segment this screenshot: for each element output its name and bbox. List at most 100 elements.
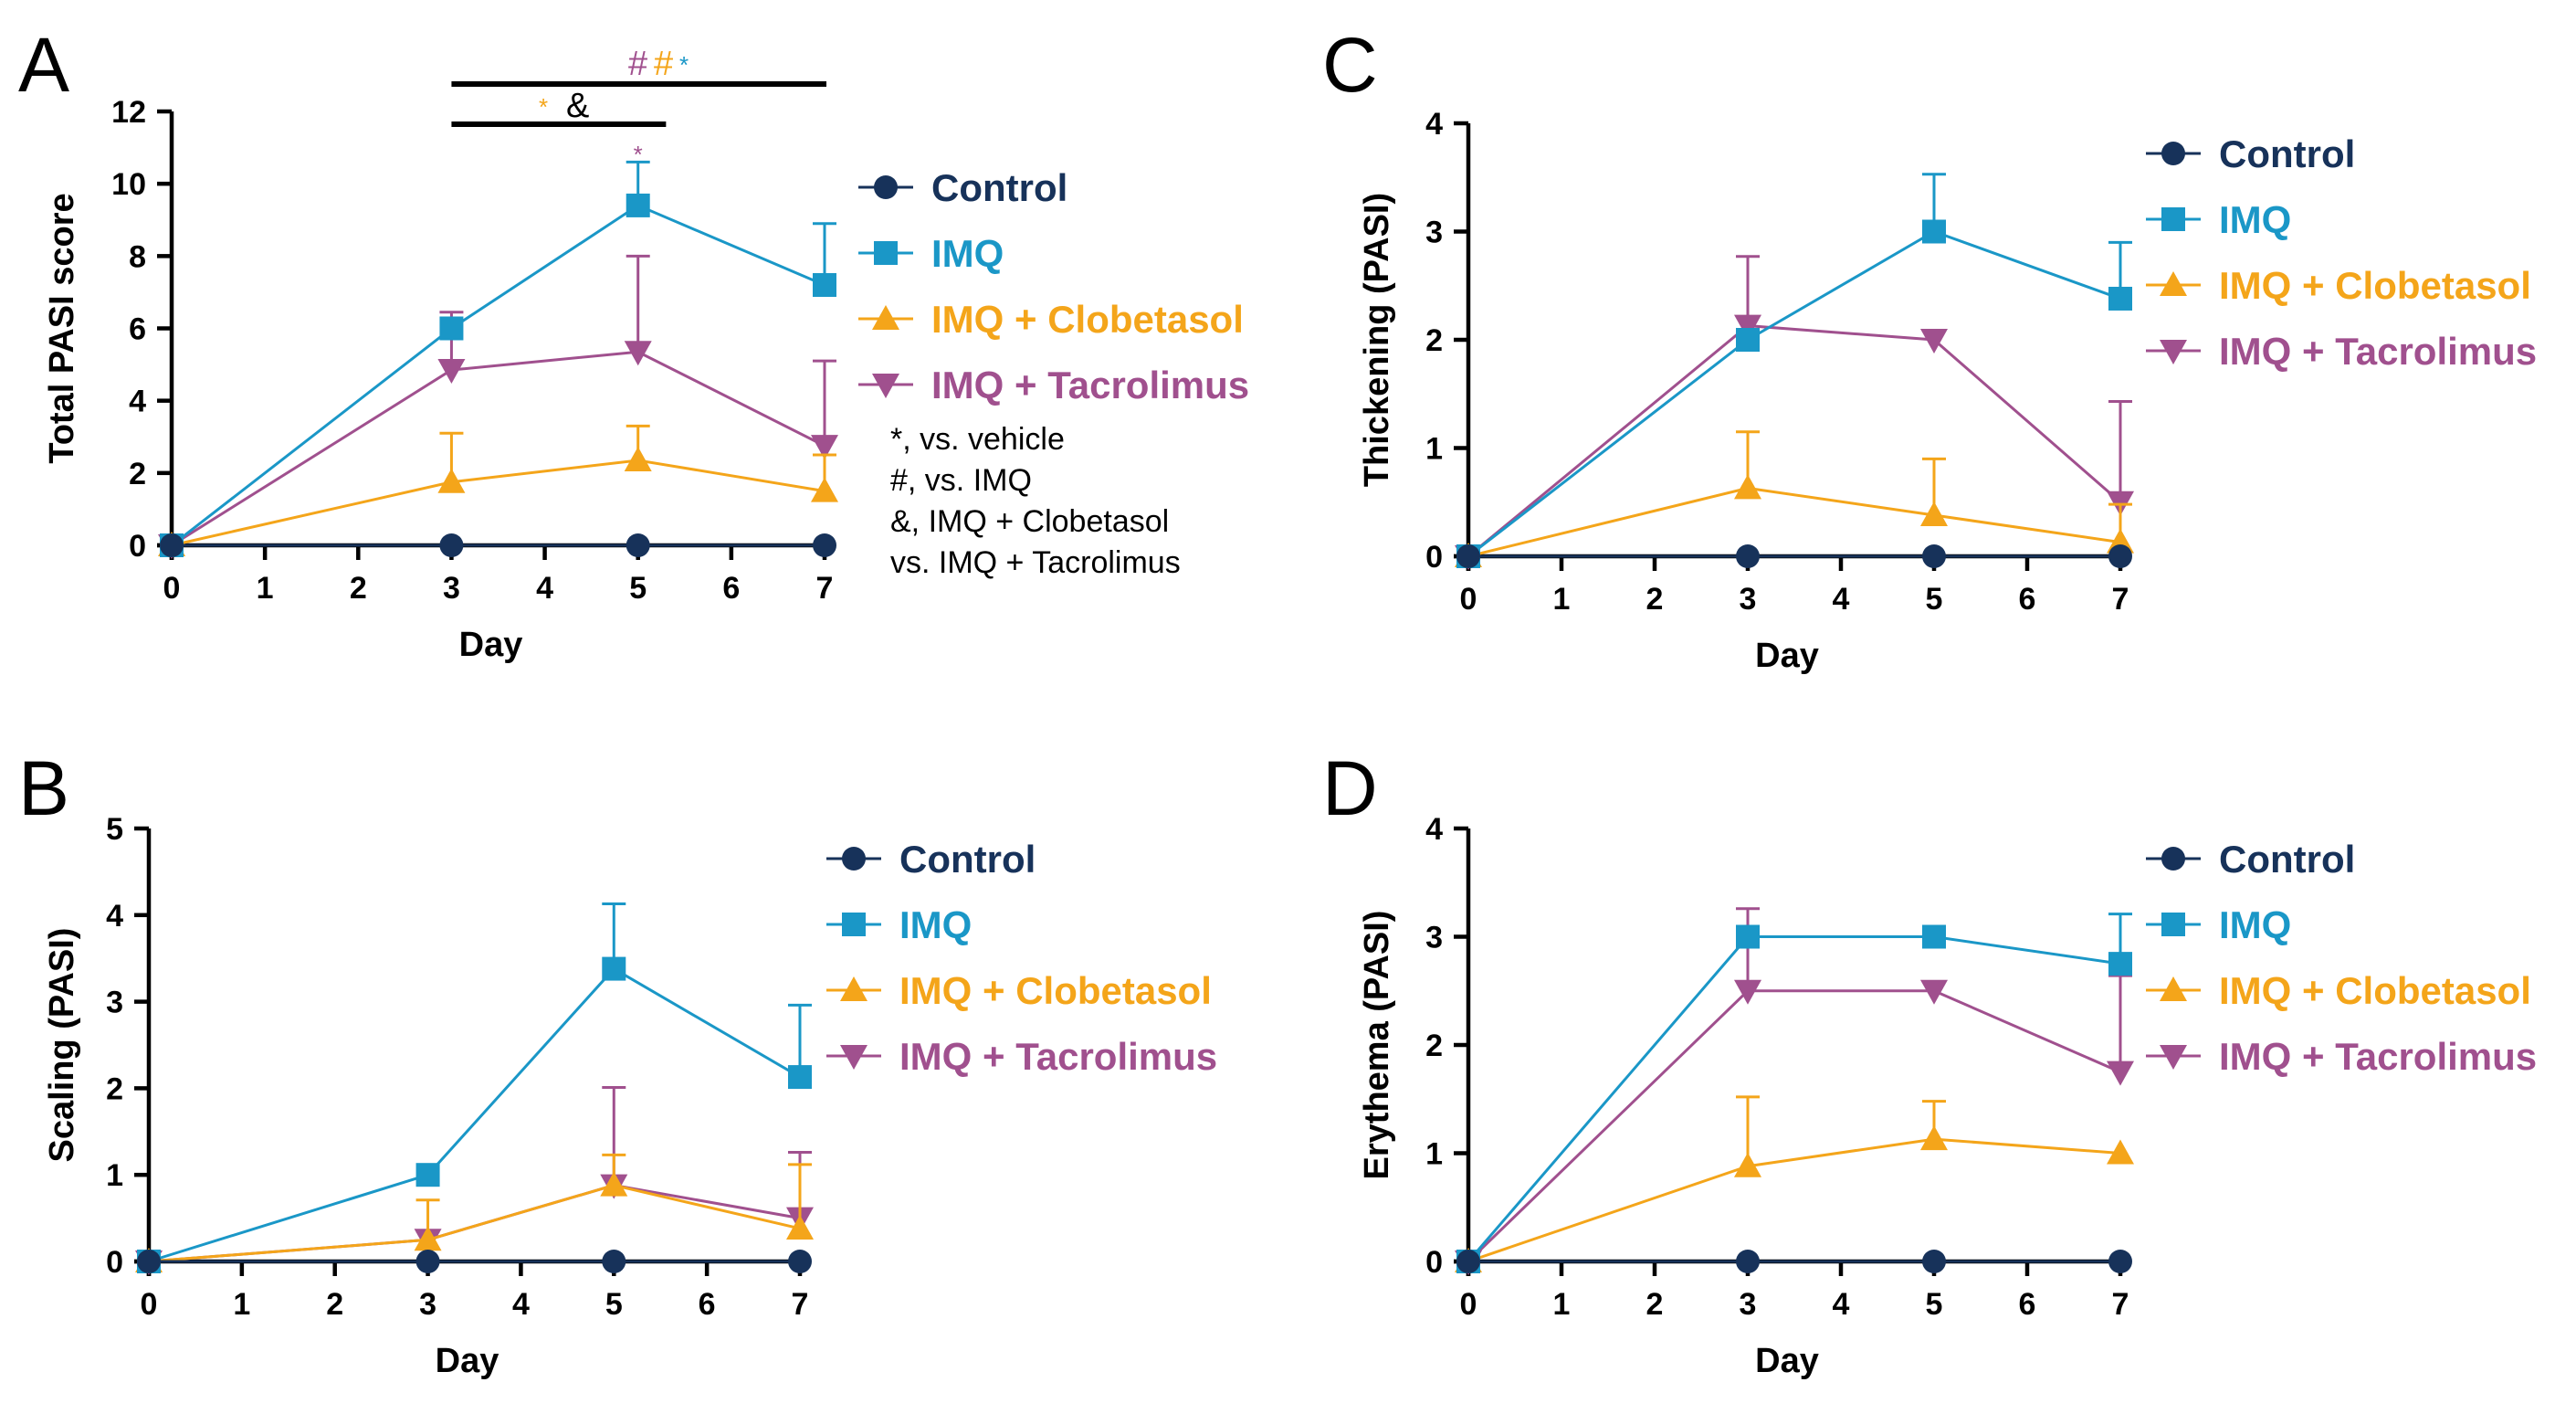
x-tick-label-c-1: 1 [1553, 582, 1571, 617]
data-point-c-imq-day-7 [2108, 286, 2132, 311]
data-point-d-imq-tacrolimus-day-7 [2107, 1060, 2134, 1086]
series-b-imq-tacrolimus [135, 1085, 814, 1275]
data-point-b-imq-clobetasol-day-7 [786, 1214, 814, 1240]
series-d-imq-tacrolimus [1455, 907, 2134, 1275]
data-point-d-control-day-3 [1736, 1250, 1760, 1273]
significance-short-symbol-0: * [539, 93, 548, 121]
note-a-1: #, vs. IMQ [890, 463, 1032, 498]
panel-d: D 0 1 2 3 4 5 6 7 0 1 2 3 4 Day Erythema (PASI) Control I… [1322, 745, 2537, 1380]
x-tick-label-a-4: 4 [536, 571, 553, 606]
series-line-a-imq-tacrolimus [171, 350, 825, 547]
y-tick-label-a-0: 0 [129, 529, 146, 564]
x-tick-label-a-6: 6 [722, 571, 740, 606]
y-axis-title-b: Scaling (PASI) [43, 928, 81, 1163]
x-tick-label-b-3: 3 [419, 1287, 436, 1322]
data-point-c-control-day-0 [1456, 544, 1480, 568]
legend-label-b-imq-tacrolimus: IMQ + Tacrolimus [899, 1035, 1217, 1078]
legend-marker-b-imq-tacrolimus [840, 1045, 867, 1070]
series-line-c-imq-clobetasol [1467, 486, 2121, 558]
series-b-imq-clobetasol [135, 1153, 814, 1272]
y-tick-label-d-4: 4 [1425, 812, 1443, 847]
data-point-c-imq-clobetasol-day-5 [1920, 501, 1948, 526]
x-tick-label-a-2: 2 [350, 571, 367, 606]
y-axis-title-a: Total PASI score [43, 193, 81, 463]
significance-long-symbol-1: # [654, 45, 673, 83]
significance-long-symbol-2: * [679, 51, 689, 79]
x-axis-title-c: Day [1755, 637, 1819, 675]
legend-label-c-imq: IMQ [2219, 198, 2291, 241]
series-line-a-imq-clobetasol [171, 459, 825, 547]
data-point-b-imq-day-7 [788, 1065, 812, 1090]
data-point-a-imq-day-5 [626, 193, 650, 217]
series-b-imq [137, 902, 812, 1273]
data-point-c-imq-tacrolimus-day-5 [1920, 329, 1948, 354]
data-point-a-control-day-7 [813, 533, 836, 557]
y-tick-label-d-2: 2 [1425, 1029, 1443, 1063]
x-tick-label-c-7: 7 [2112, 582, 2129, 617]
significance-a: # # ** &* [451, 45, 826, 168]
x-tick-label-d-7: 7 [2112, 1287, 2129, 1322]
legend-c: Control IMQ IMQ + Clobetasol IMQ + Tacrolim… [2146, 132, 2537, 373]
y-axis-title-d: Erythema (PASI) [1358, 911, 1396, 1180]
legend-marker-b-imq [842, 913, 866, 936]
x-tick-label-a-1: 1 [257, 571, 274, 606]
legend-label-b-imq: IMQ [899, 903, 972, 946]
x-axis-title-b: Day [436, 1342, 499, 1380]
x-tick-label-c-5: 5 [1926, 582, 1943, 617]
y-tick-label-c-0: 0 [1425, 540, 1443, 575]
x-tick-label-a-5: 5 [629, 571, 647, 606]
x-tick-label-d-0: 0 [1460, 1287, 1477, 1322]
data-point-a-imq-clobetasol-day-7 [811, 477, 838, 502]
data-point-c-imq-day-3 [1736, 328, 1760, 352]
legend-marker-b-control [842, 847, 866, 871]
series-line-d-imq-tacrolimus [1467, 989, 2121, 1263]
series-line-a-imq [171, 204, 825, 547]
legend-marker-a-imq [874, 241, 898, 265]
series-line-d-imq [1467, 935, 2121, 1262]
data-point-b-control-day-7 [788, 1250, 812, 1273]
x-tick-label-d-6: 6 [2019, 1287, 2036, 1322]
y-tick-label-c-3: 3 [1425, 216, 1443, 250]
significance-point-symbol: * [634, 141, 643, 168]
y-tick-label-b-4: 4 [106, 899, 123, 934]
y-tick-label-a-12: 12 [111, 95, 146, 130]
series-a-imq [160, 160, 836, 557]
data-point-a-imq-day-3 [439, 316, 464, 341]
x-tick-label-a-0: 0 [163, 571, 181, 606]
x-axis-title-a: Day [459, 626, 523, 664]
series-line-b-imq-clobetasol [148, 1184, 801, 1263]
data-point-a-control-day-0 [160, 533, 184, 557]
legend-marker-c-control [2161, 142, 2185, 165]
series-line-b-imq-tacrolimus [148, 1184, 801, 1263]
legend-marker-d-control [2161, 847, 2185, 871]
y-tick-label-b-2: 2 [106, 1071, 123, 1106]
x-tick-label-b-0: 0 [141, 1287, 158, 1322]
data-point-d-imq-clobetasol-day-3 [1734, 1152, 1761, 1177]
series-d-imq-clobetasol [1455, 1095, 2134, 1272]
note-a-0: *, vs. vehicle [890, 422, 1065, 457]
legend-label-b-control: Control [899, 838, 1036, 881]
legend-marker-d-imq-clobetasol [2160, 976, 2187, 1001]
data-point-a-control-day-5 [626, 533, 650, 557]
x-tick-label-c-2: 2 [1646, 582, 1664, 617]
series-d-control [1456, 1250, 2132, 1273]
legend-label-a-imq-tacrolimus: IMQ + Tacrolimus [931, 364, 1249, 406]
legend-marker-c-imq [2161, 207, 2185, 231]
data-point-a-imq-tacrolimus-day-7 [811, 435, 838, 460]
data-point-c-control-day-5 [1922, 544, 1946, 568]
y-tick-label-c-1: 1 [1425, 432, 1443, 467]
panel-letter-d: D [1322, 745, 1378, 831]
data-point-a-imq-tacrolimus-day-3 [437, 359, 466, 385]
legend-marker-a-imq-clobetasol [872, 305, 899, 330]
y-tick-label-b-5: 5 [106, 812, 123, 847]
note-a-3: vs. IMQ + Tacrolimus [890, 545, 1181, 580]
y-axis-title-c: Thickening (PASI) [1358, 193, 1396, 487]
x-tick-label-d-3: 3 [1740, 1287, 1757, 1322]
data-point-d-control-day-5 [1922, 1250, 1946, 1273]
y-tick-label-d-1: 1 [1425, 1137, 1443, 1172]
series-a-control [160, 533, 836, 557]
data-point-a-imq-tacrolimus-day-5 [624, 341, 652, 366]
x-tick-label-b-4: 4 [512, 1287, 530, 1322]
y-tick-label-b-0: 0 [106, 1245, 123, 1280]
